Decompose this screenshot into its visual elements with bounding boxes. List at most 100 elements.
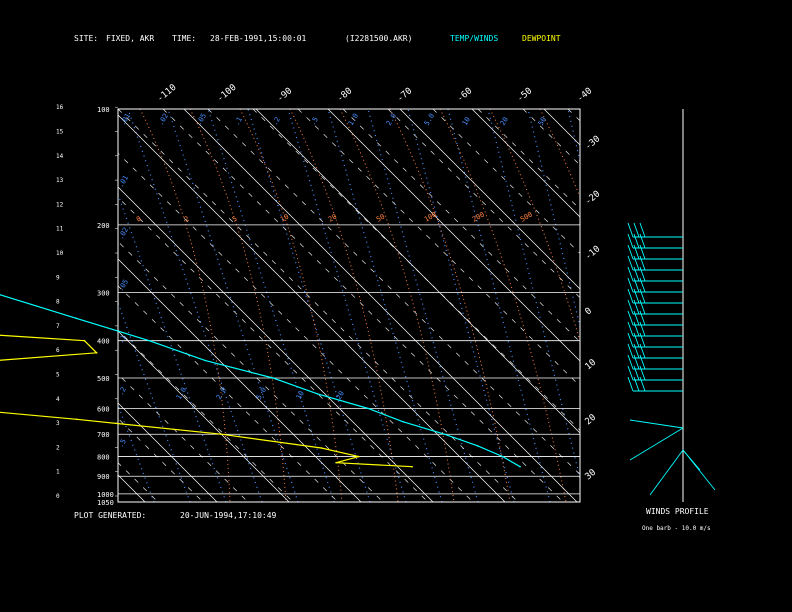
isotherm-label: -40 xyxy=(576,86,595,104)
mixing-ratio-line xyxy=(127,109,263,502)
sounding-traces xyxy=(0,294,521,468)
isotherm-line xyxy=(118,402,218,502)
top-scale-label: .01 xyxy=(119,112,132,127)
isotherm-line xyxy=(255,109,580,434)
dewpoint-point xyxy=(75,418,78,421)
dry-adiabat-line xyxy=(118,152,474,502)
dewpoint-trace xyxy=(0,334,413,468)
wind-barb xyxy=(639,376,646,392)
height-tick-label: 1 xyxy=(56,469,60,476)
isotherm-label: 0 xyxy=(584,306,595,317)
mixing-ratio-label: .1 xyxy=(117,334,128,345)
top-scale-label: .05 xyxy=(195,112,208,127)
wind-barb xyxy=(639,310,646,326)
height-tick-label: 7 xyxy=(56,323,60,330)
wind-staff xyxy=(629,419,684,429)
temperature-point xyxy=(402,421,405,423)
temperature-point xyxy=(316,393,319,395)
dry-adiabat-line xyxy=(613,109,792,502)
wind-barb xyxy=(633,365,640,381)
wind-barb xyxy=(627,321,634,337)
wind-barb xyxy=(639,222,646,238)
dry-adiabat-label: 20 xyxy=(327,213,338,224)
height-tick-label: 12 xyxy=(56,201,64,208)
wind-barb xyxy=(633,332,640,348)
isotherm-line xyxy=(543,109,580,146)
top-scale-label: 20 xyxy=(499,116,510,127)
winds-profile-title: WINDS PROFILE xyxy=(646,507,709,516)
temperature-trace xyxy=(0,294,521,468)
wind-barb xyxy=(627,222,634,238)
mixing-ratio-label: 2.0 xyxy=(215,386,228,401)
height-tick-label: 16 xyxy=(56,104,64,111)
time-label: TIME: xyxy=(172,34,196,43)
wind-barb xyxy=(633,288,640,304)
dewpoint-point xyxy=(411,465,413,468)
top-scale-label: .5 xyxy=(309,116,320,127)
plot-frame xyxy=(117,108,581,503)
wind-barb xyxy=(627,299,634,315)
dry-adiabat-line xyxy=(118,196,429,502)
height-tick-label: 2 xyxy=(56,444,60,451)
isotherm-line xyxy=(183,109,578,502)
isotherm-label: -30 xyxy=(584,134,603,152)
mixing-ratio-line xyxy=(287,109,407,502)
dry-adiabat-label: 0 xyxy=(135,215,143,224)
wind-barb xyxy=(633,266,640,282)
dewpoint-point xyxy=(320,447,323,449)
isotherm-line xyxy=(327,109,580,362)
background-grid: 1002003004005006007008009001000105001234… xyxy=(56,83,792,507)
pressure-label: 800 xyxy=(97,454,110,462)
wind-barb xyxy=(627,266,634,282)
legend-temp-winds: TEMP/WINDS xyxy=(450,34,498,43)
saturated-adiabat-line xyxy=(439,109,567,502)
temperature-point xyxy=(272,377,274,379)
wind-barb xyxy=(627,365,634,381)
dry-adiabat-line xyxy=(432,109,580,254)
pressure-label: 100 xyxy=(97,106,110,114)
top-scale-label: 1.0 xyxy=(347,112,360,127)
wind-barb xyxy=(633,376,640,392)
mixing-ratio-line xyxy=(327,109,443,502)
plot-generated-value: 20-JUN-1994,17:10:49 xyxy=(180,511,277,520)
mixing-ratio-label: 10 xyxy=(295,390,306,401)
temperature-point xyxy=(502,455,504,458)
plot-generated-label: PLOT GENERATED: xyxy=(74,511,146,520)
wind-staff xyxy=(629,427,684,461)
pressure-label: 900 xyxy=(97,473,110,481)
mixing-ratio-line xyxy=(527,109,580,329)
height-tick-label: 9 xyxy=(56,274,60,281)
wind-barb xyxy=(627,343,634,359)
wind-barb xyxy=(639,244,646,260)
dry-adiabat-line xyxy=(162,109,564,502)
dry-adiabat-label: 200 xyxy=(471,210,486,223)
site-label: SITE: xyxy=(74,34,98,43)
file-id: (I2281500.AKR) xyxy=(345,34,412,43)
isotherm-line xyxy=(118,330,290,502)
pressure-label: 1050 xyxy=(97,499,114,507)
wind-barb xyxy=(633,343,640,359)
dry-adiabat-line xyxy=(252,109,580,431)
dewpoint-point xyxy=(220,433,222,436)
wind-barb xyxy=(639,233,646,249)
temperature-point xyxy=(443,433,446,436)
mixing-ratio-label: 20 xyxy=(335,390,346,401)
dry-adiabat-label: 10 xyxy=(279,213,290,224)
winds-barb-note: One barb - 10.0 m/s xyxy=(642,525,711,532)
wind-barb xyxy=(627,233,634,249)
wind-barb xyxy=(627,288,634,304)
saturated-adiabat-line xyxy=(339,109,455,502)
wind-barb xyxy=(633,299,640,315)
height-tick-label: 14 xyxy=(56,153,64,160)
wind-barb xyxy=(627,255,634,271)
dry-adiabat-label: 50 xyxy=(375,213,386,224)
isotherm-label: -50 xyxy=(516,86,535,104)
pressure-label: 400 xyxy=(97,338,110,346)
temperature-point xyxy=(367,407,370,410)
dewpoint-point xyxy=(335,461,337,464)
mixing-ratio-line xyxy=(247,109,371,502)
wind-barb xyxy=(633,277,640,293)
pressure-label: 700 xyxy=(97,431,110,439)
temperature-point xyxy=(204,359,206,362)
top-scale-label: .02 xyxy=(157,112,170,127)
